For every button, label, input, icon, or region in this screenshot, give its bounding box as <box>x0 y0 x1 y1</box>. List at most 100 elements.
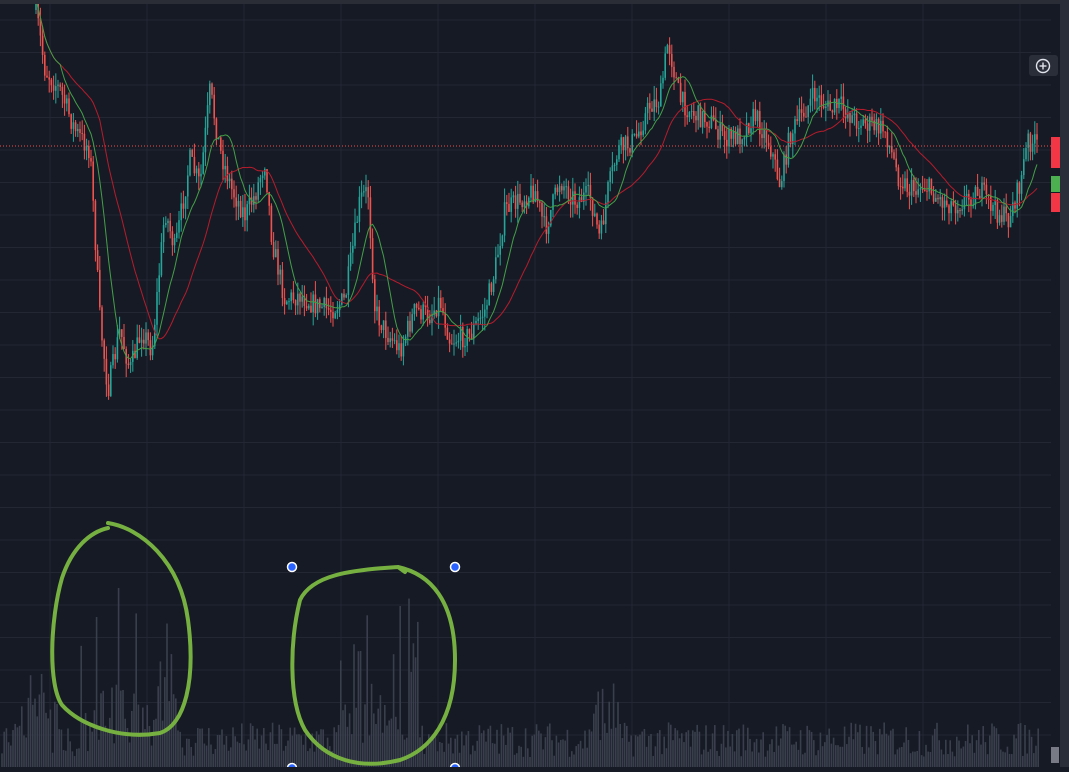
candle-body <box>866 123 869 131</box>
candle-body <box>633 133 636 135</box>
candle-body <box>103 340 105 359</box>
candle-body <box>134 350 136 359</box>
candle-body <box>640 131 642 136</box>
volume-bar <box>854 723 857 767</box>
volume-bar <box>960 748 962 767</box>
volume-bar <box>432 734 434 767</box>
volume-bar <box>194 742 197 767</box>
volume-bar <box>786 731 789 767</box>
candle-body <box>976 186 979 196</box>
candle-body <box>112 354 114 366</box>
volume-bar <box>425 745 428 767</box>
annotation-circle-1[interactable] <box>50 521 193 737</box>
volume-bar <box>381 732 384 767</box>
volume-bar <box>661 754 663 767</box>
volume-bar <box>282 750 285 767</box>
candle-body <box>853 113 856 116</box>
volume-bar <box>929 752 932 767</box>
volume-bar <box>762 732 764 767</box>
volume-bar <box>161 720 164 767</box>
candle-body <box>1029 133 1032 152</box>
candle-body <box>921 188 924 190</box>
selection-handle[interactable] <box>449 561 461 573</box>
candle-body <box>1020 175 1023 194</box>
zoom-button[interactable] <box>1029 55 1058 76</box>
candle-body <box>565 186 567 188</box>
candle-body <box>453 343 455 345</box>
candle-body <box>358 196 361 222</box>
candle-body <box>129 361 132 366</box>
volume-bar <box>203 743 206 767</box>
volume-bar <box>824 742 826 767</box>
selection-handle[interactable] <box>449 762 461 772</box>
volume-bar <box>940 749 943 767</box>
volume-bar <box>835 745 837 767</box>
volume-bar <box>36 716 38 767</box>
volume-bar <box>14 723 16 767</box>
candle-body <box>688 112 691 117</box>
candle-body <box>624 136 627 151</box>
volume-bar <box>945 739 947 767</box>
volume-bar <box>1013 734 1015 767</box>
volume-bar <box>93 710 96 767</box>
volume-bar <box>872 731 874 767</box>
candle-body <box>464 345 466 348</box>
volume-bar <box>562 739 564 767</box>
candle-body <box>305 305 308 309</box>
volume-bar <box>753 742 756 767</box>
selection-handle[interactable] <box>286 762 298 772</box>
volume-bar <box>692 730 694 767</box>
candle-body <box>675 77 677 79</box>
candle-body <box>959 210 961 212</box>
volume-bar <box>892 728 894 767</box>
volume-scale-handle[interactable] <box>1051 747 1059 763</box>
volume-bar <box>271 722 274 767</box>
volume-bar <box>1017 723 1020 767</box>
volume-bar <box>216 734 219 767</box>
volume-bar <box>434 729 437 767</box>
candle-body <box>187 175 189 197</box>
candle-body <box>492 279 495 292</box>
volume-bar <box>502 735 505 767</box>
candle-body <box>48 77 50 80</box>
volume-bar <box>76 748 78 767</box>
volume-bar <box>703 749 705 767</box>
candle-body <box>206 105 209 128</box>
volume-bar <box>821 746 824 767</box>
volume-bar <box>846 744 848 767</box>
volume-bar <box>843 726 846 767</box>
volume-bar <box>769 744 771 767</box>
candle-body <box>171 231 174 246</box>
candle-body <box>869 116 871 131</box>
volume-bar <box>920 755 923 767</box>
candle-body <box>594 213 596 216</box>
volume-bar <box>254 739 256 767</box>
candle-body <box>726 139 728 147</box>
annotation-circle-2[interactable] <box>290 564 458 766</box>
candle-body <box>495 257 497 280</box>
candle-body <box>46 75 48 78</box>
volume-bar <box>238 743 241 767</box>
candle-body <box>433 310 435 315</box>
candle-body <box>552 194 554 210</box>
volume-bar <box>109 717 111 767</box>
candle-body <box>882 120 884 132</box>
volume-bar <box>71 751 74 767</box>
candle-body <box>611 165 614 172</box>
volume-bar <box>670 724 672 767</box>
candle-body <box>316 299 319 314</box>
volume-bar <box>153 719 155 767</box>
candle-body <box>354 222 356 246</box>
candle-body <box>981 182 983 199</box>
volume-bar <box>535 724 538 767</box>
volume-bar <box>808 730 811 767</box>
selection-handle[interactable] <box>286 561 298 573</box>
volume-bar <box>819 732 822 767</box>
price-axis-strip[interactable] <box>1060 0 1069 767</box>
volume-bar <box>408 598 410 767</box>
candle-body <box>1031 143 1034 152</box>
volume-bar <box>133 693 135 767</box>
candle-body <box>664 53 666 78</box>
